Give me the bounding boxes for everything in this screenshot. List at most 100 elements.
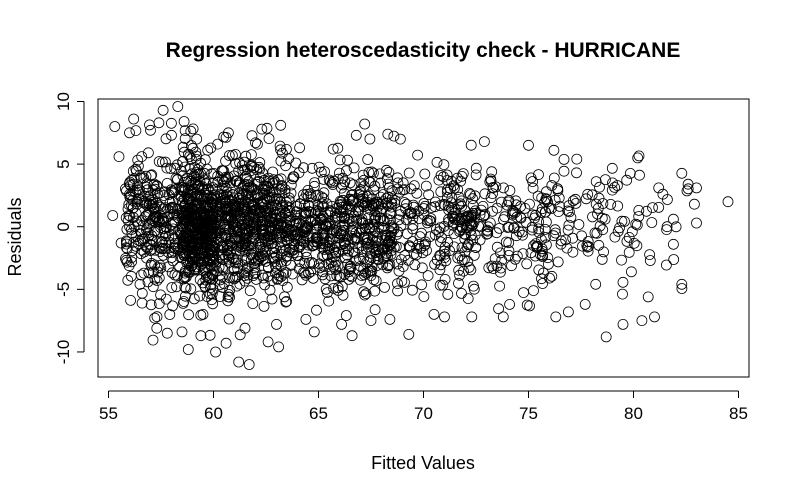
data-point: [136, 244, 148, 256]
data-point: [161, 177, 173, 189]
data-point: [393, 265, 405, 277]
data-point: [363, 212, 375, 224]
data-point: [364, 254, 376, 266]
data-point: [540, 193, 552, 205]
data-point: [487, 188, 498, 200]
data-point: [200, 267, 212, 279]
data-point: [441, 186, 453, 198]
data-point: [453, 199, 465, 211]
data-point: [590, 278, 602, 290]
data-point: [127, 202, 139, 214]
data-point: [474, 209, 486, 221]
data-point: [144, 238, 156, 250]
data-point: [258, 300, 270, 312]
data-point: [141, 199, 153, 211]
data-point: [501, 199, 513, 211]
data-point: [381, 164, 392, 176]
data-point: [223, 224, 235, 235]
data-point: [532, 190, 544, 202]
data-point: [385, 201, 397, 213]
data-point: [528, 285, 539, 297]
data-point: [372, 253, 384, 265]
data-point: [164, 196, 176, 208]
data-point: [121, 238, 132, 250]
data-point: [565, 211, 577, 223]
data-point: [331, 202, 343, 214]
data-point: [594, 220, 606, 232]
data-point: [202, 248, 214, 260]
data-point: [446, 203, 457, 215]
data-point: [428, 308, 440, 320]
data-point: [373, 245, 385, 257]
data-point: [468, 283, 480, 295]
data-point: [464, 187, 476, 199]
data-point: [352, 242, 364, 254]
data-point: [442, 225, 454, 237]
data-point: [498, 182, 509, 194]
data-point: [366, 261, 378, 273]
data-point: [359, 118, 371, 130]
data-point: [178, 218, 190, 230]
data-point: [587, 211, 598, 223]
data-point: [166, 282, 178, 293]
data-point: [350, 206, 362, 218]
data-point: [493, 222, 505, 234]
data-point: [524, 198, 535, 210]
data-point: [217, 281, 229, 293]
data-point: [239, 200, 251, 212]
data-point: [293, 167, 305, 179]
data-point: [543, 202, 555, 214]
data-point: [224, 291, 236, 303]
data-point: [503, 245, 515, 257]
data-point: [327, 143, 339, 155]
y-tick-label: -5: [54, 282, 73, 297]
data-point: [189, 162, 201, 173]
data-point: [177, 141, 189, 153]
data-point: [509, 253, 521, 265]
data-point: [641, 205, 652, 217]
data-point: [126, 256, 138, 268]
data-point: [285, 187, 297, 199]
data-point: [153, 216, 165, 228]
data-point: [120, 212, 132, 224]
data-point: [204, 288, 216, 300]
data-point: [330, 222, 342, 234]
data-point: [231, 280, 243, 292]
data-point: [539, 223, 551, 235]
data-point: [229, 271, 241, 283]
data-point: [179, 133, 191, 145]
data-point: [491, 241, 503, 253]
data-point: [676, 278, 688, 290]
data-point: [301, 188, 313, 200]
data-point: [197, 277, 209, 289]
data-point: [270, 260, 281, 272]
data-point: [621, 174, 633, 186]
data-point: [308, 326, 320, 338]
data-point: [668, 254, 680, 265]
data-point: [256, 248, 268, 260]
data-point: [223, 313, 235, 325]
data-point: [458, 228, 470, 240]
data-point: [580, 193, 592, 205]
data-point: [617, 288, 628, 300]
data-point: [121, 243, 133, 255]
data-point: [537, 249, 548, 261]
data-point: [271, 202, 283, 214]
data-point: [537, 245, 548, 257]
data-point: [317, 223, 329, 235]
data-point: [453, 264, 465, 276]
data-point: [123, 178, 135, 190]
data-point: [593, 239, 605, 251]
data-point: [404, 241, 416, 253]
data-point: [365, 315, 377, 327]
data-point: [342, 258, 354, 270]
data-point: [318, 201, 330, 213]
data-point: [528, 240, 539, 252]
data-point: [194, 191, 206, 203]
data-point: [227, 189, 239, 201]
data-point: [619, 215, 630, 227]
data-point: [136, 151, 148, 163]
data-point: [227, 271, 239, 283]
data-point: [300, 246, 312, 258]
data-point: [403, 328, 415, 340]
